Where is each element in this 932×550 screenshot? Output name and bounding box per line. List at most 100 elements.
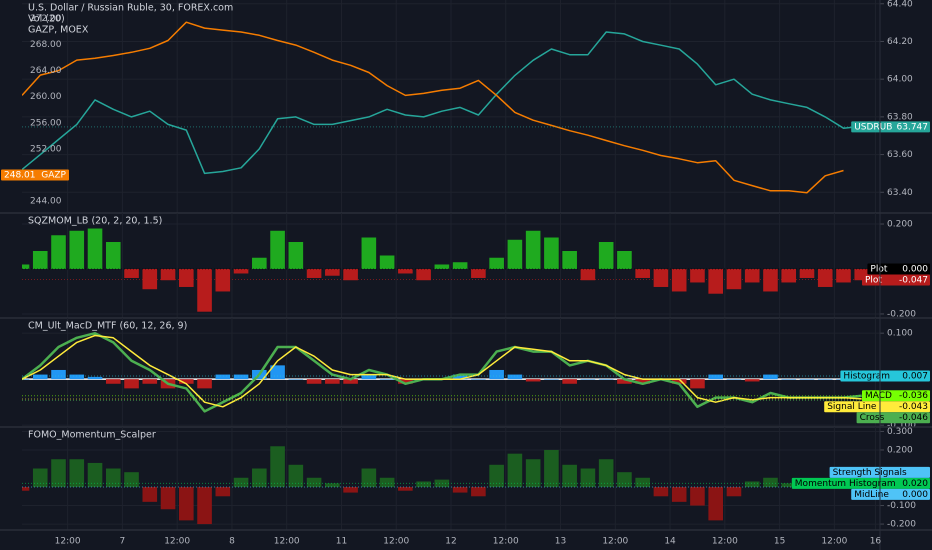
histogram-bar	[525, 379, 541, 382]
histogram-bar	[836, 268, 851, 283]
badge-name: USDRUB	[854, 122, 892, 132]
x-tick-label: 16	[870, 537, 882, 547]
histogram-bar	[817, 379, 833, 380]
badge-name: Strength Signals	[833, 468, 907, 478]
histogram-bar	[379, 255, 395, 269]
histogram-bar	[635, 477, 650, 488]
histogram-bar	[744, 268, 760, 283]
histogram-bar	[32, 374, 48, 380]
y2-tick-label: 264.00	[30, 66, 62, 76]
histogram-bar	[233, 477, 249, 488]
series-line	[22, 31, 862, 175]
histogram-bar	[160, 487, 176, 510]
badge	[791, 477, 930, 489]
badge-name: GAZP	[41, 171, 66, 181]
histogram-bar	[288, 464, 304, 488]
histogram-bar	[671, 379, 687, 384]
histogram-bar	[215, 374, 231, 380]
histogram-bar	[598, 459, 614, 488]
histogram-bar	[434, 264, 450, 269]
histogram-bar	[398, 268, 413, 274]
histogram-bar	[452, 262, 468, 269]
x-tick-label: 12	[445, 537, 456, 547]
histogram-bar	[598, 379, 614, 380]
panel-title: SQZMOM_LB (20, 2, 20, 1.5)	[28, 216, 162, 227]
histogram-bar	[854, 268, 870, 281]
histogram-bar	[617, 379, 632, 384]
histogram-bar	[124, 268, 139, 278]
y-tick-label: 0.200	[887, 220, 913, 230]
y-tick-label: 0.300	[887, 427, 913, 437]
histogram-bar	[142, 379, 158, 384]
x-tick-label: 11	[336, 537, 347, 547]
histogram-bar	[416, 481, 431, 488]
series-line	[22, 21, 844, 194]
histogram-bar	[233, 374, 249, 380]
histogram-bar	[51, 235, 66, 269]
histogram-bar	[452, 487, 468, 493]
histogram-bar	[398, 379, 413, 384]
histogram-bar	[817, 268, 833, 287]
histogram-bar	[69, 374, 85, 380]
panel	[22, 318, 880, 427]
badge-name: Plot	[865, 275, 882, 285]
histogram-bar	[744, 379, 760, 382]
histogram-bar	[708, 268, 724, 294]
histogram-bar	[635, 268, 650, 278]
histogram-bar	[51, 459, 66, 488]
y2-tick-label: 260.00	[30, 92, 62, 102]
panel-title: CM_Ult_MacD_MTF (60, 12, 26, 9)	[28, 321, 187, 332]
badge	[856, 412, 930, 424]
histogram-bar	[580, 379, 596, 380]
badge-name: Histogram	[843, 371, 890, 381]
histogram-bar	[379, 379, 395, 380]
badge-value: 0.020	[902, 479, 928, 489]
histogram-bar	[32, 250, 48, 269]
histogram-bar	[690, 379, 705, 389]
badge-value: 248.01	[4, 171, 36, 181]
badge-name: MACD	[865, 391, 892, 401]
histogram-bar	[562, 250, 577, 269]
histogram-bar	[690, 487, 705, 506]
histogram-bar	[69, 459, 85, 488]
panel	[22, 0, 880, 213]
histogram-bar	[343, 268, 358, 281]
panel-title: GAZP, MOEX	[28, 25, 89, 36]
histogram-bar	[580, 268, 596, 281]
y-tick-label: -0.100	[887, 501, 916, 511]
histogram-bar	[306, 379, 322, 384]
y-tick-label: 63.40	[887, 188, 913, 198]
y2-tick-label: 256.00	[30, 118, 62, 128]
badge-name: Cross	[860, 413, 885, 423]
histogram-bar	[361, 374, 377, 380]
histogram-bar	[781, 483, 797, 488]
histogram-bar	[635, 379, 650, 384]
histogram-bar	[653, 268, 669, 287]
x-tick-label: 12:00	[55, 537, 81, 547]
x-tick-label: 12:00	[602, 537, 628, 547]
histogram-bar	[690, 268, 705, 283]
y-tick-label: -0.200	[887, 520, 916, 530]
x-tick-label: 12:00	[383, 537, 409, 547]
panel-title: FOMO_Momentum_Scalper	[28, 430, 156, 441]
histogram-bar	[763, 268, 778, 292]
y-tick-label: -0.200	[887, 309, 916, 319]
badge	[867, 263, 930, 275]
histogram-bar	[708, 487, 724, 521]
x-tick-label: 12:00	[493, 537, 519, 547]
histogram-bar	[124, 472, 139, 488]
histogram-bar	[781, 268, 797, 283]
histogram-bar	[87, 462, 103, 488]
histogram-bar	[178, 268, 194, 287]
histogram-bar	[580, 468, 596, 488]
histogram-bar	[87, 376, 103, 380]
histogram-bar	[215, 487, 231, 497]
histogram-bar	[306, 477, 322, 488]
y-tick-label: 63.80	[887, 112, 913, 122]
badge	[851, 488, 930, 500]
badge-name: MidLine	[854, 490, 889, 500]
x-tick-label: 12:00	[712, 537, 738, 547]
y-tick-label: -0.100	[887, 421, 916, 431]
histogram-bar	[32, 468, 48, 488]
